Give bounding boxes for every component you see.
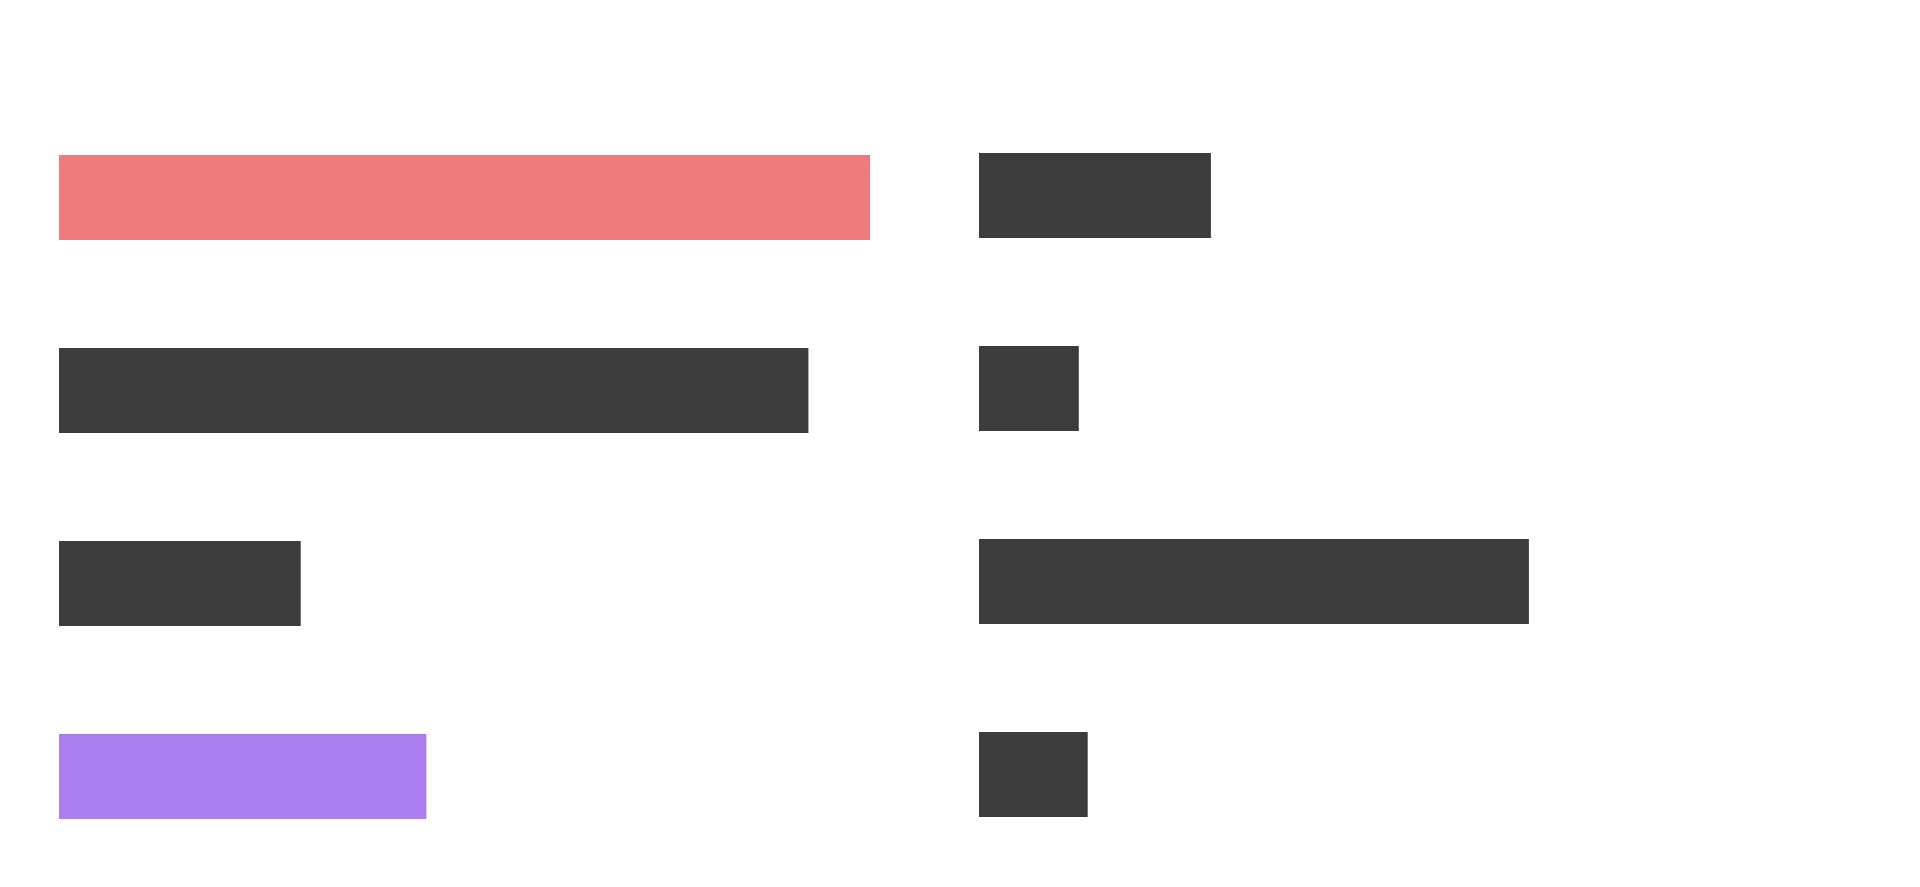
chart1-bar-2 (979, 346, 1079, 431)
chart1-bar-1 (979, 153, 1211, 238)
chart0-bar-4 (59, 734, 427, 819)
chart0-bar-3 (59, 541, 301, 626)
right-bar-panel (979, 153, 1529, 817)
chart1-bar-4 (979, 732, 1088, 817)
chart1-bar-3 (979, 539, 1529, 624)
chart0-bar-1 (59, 155, 870, 240)
left-bar-panel (59, 155, 870, 819)
chart0-bar-2 (59, 348, 809, 433)
